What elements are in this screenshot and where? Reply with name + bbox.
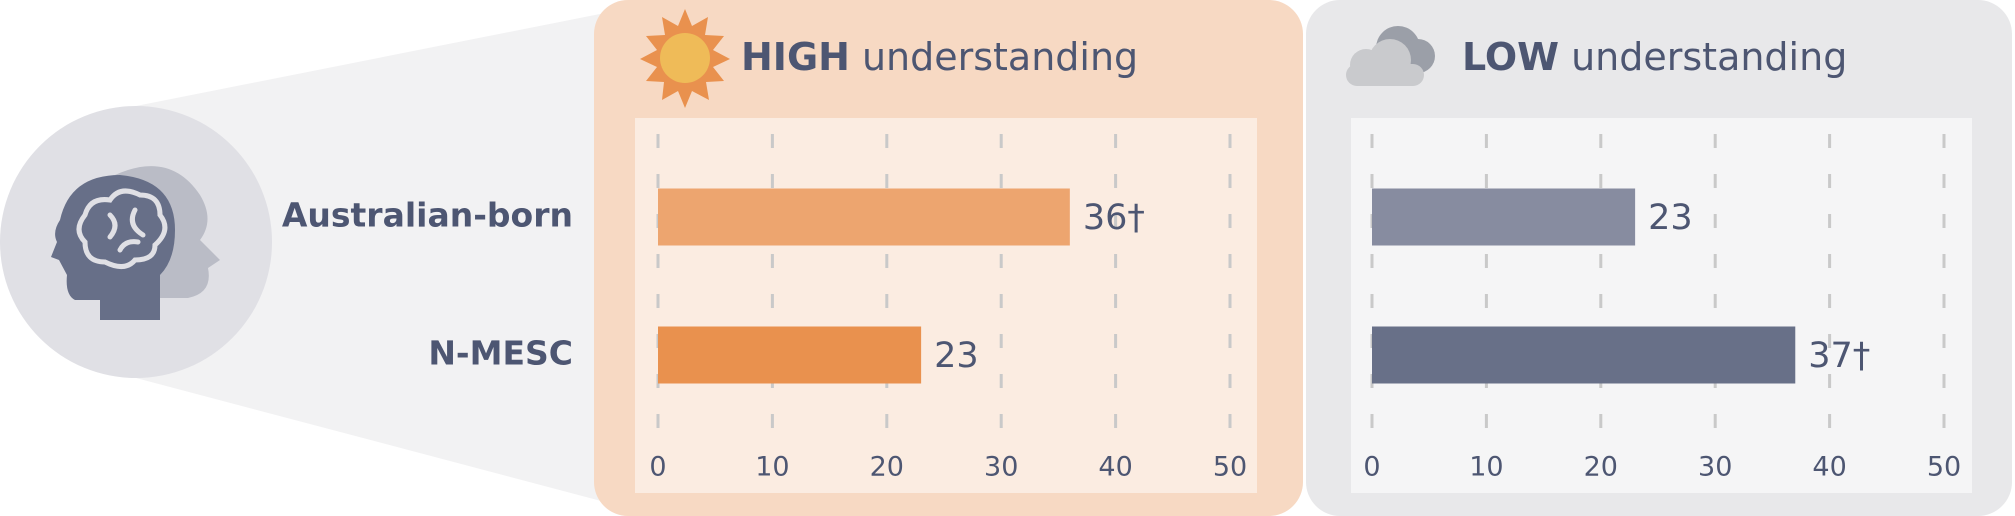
x-tick-label: 0 [649,452,666,483]
bar [658,188,1070,246]
category-label: Australian-born [282,196,573,235]
value-label: 37† [1808,336,1870,376]
value-label: 36† [1083,198,1145,238]
bar [1372,326,1796,384]
value-label: 23 [934,336,979,376]
x-tick-label: 30 [984,452,1018,483]
title-emphasis: HIGH [741,35,850,79]
x-tick-label: 50 [1213,452,1247,483]
sun-icon [640,9,730,108]
title-text: understanding [862,35,1138,79]
bar [658,326,922,384]
x-tick-label: 20 [1584,452,1618,483]
title-text: understanding [1571,35,1847,79]
x-tick-label: 30 [1698,452,1732,483]
x-tick-label: 40 [1098,452,1132,483]
plot-area [1351,118,1972,493]
x-tick-label: 20 [870,452,904,483]
brain-icon [51,166,220,320]
category-label: N-MESC [428,334,573,373]
cloud-icon [1346,26,1435,86]
x-tick-label: 50 [1927,452,1961,483]
x-tick-label: 10 [755,452,789,483]
chart-title: HIGH understanding [741,35,1138,79]
chart-title: LOW understanding [1462,35,1847,79]
title-emphasis: LOW [1462,35,1559,79]
plot-area [635,118,1257,493]
x-tick-label: 40 [1812,452,1846,483]
funnel [136,10,620,506]
x-tick-label: 10 [1469,452,1503,483]
x-tick-label: 0 [1363,452,1380,483]
bar [1372,188,1636,246]
value-label: 23 [1648,198,1693,238]
